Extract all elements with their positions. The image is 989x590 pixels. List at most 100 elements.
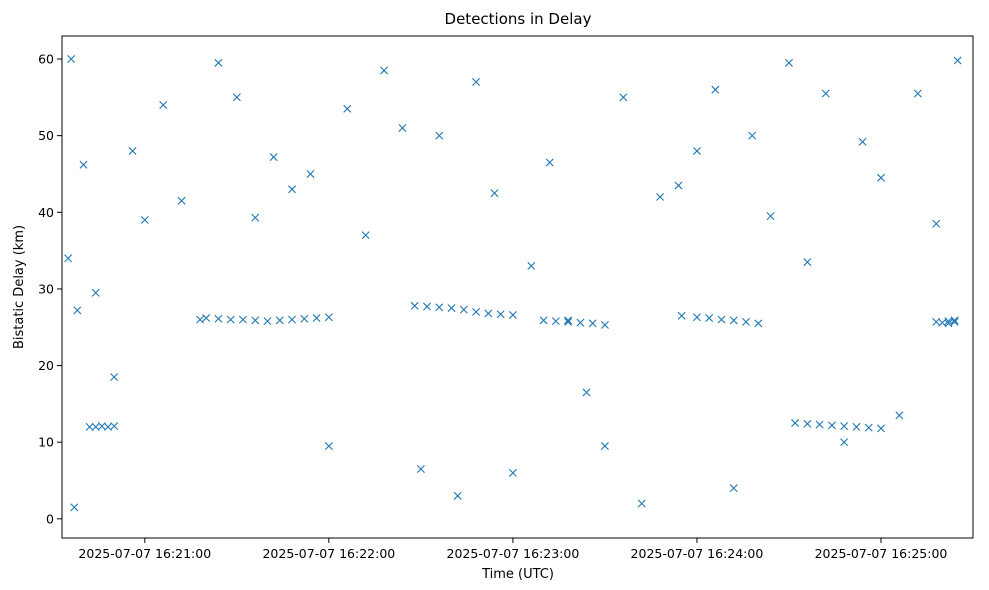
data-point	[64, 254, 73, 263]
data-point	[913, 89, 922, 98]
data-point	[938, 318, 947, 327]
data-point	[226, 315, 235, 324]
y-tick-label: 40	[38, 205, 54, 220]
data-point	[263, 317, 272, 326]
data-point	[717, 315, 726, 324]
data-point	[840, 422, 849, 431]
data-point	[435, 131, 444, 140]
data-point	[932, 219, 941, 228]
data-point	[748, 131, 757, 140]
y-axis-label: Bistatic Delay (km)	[12, 225, 27, 349]
data-point	[251, 213, 260, 222]
data-point	[576, 318, 585, 327]
data-point	[527, 261, 536, 270]
data-point	[564, 316, 573, 325]
data-point	[508, 310, 517, 319]
data-point	[238, 315, 247, 324]
data-point	[729, 316, 738, 325]
data-point	[435, 303, 444, 312]
x-axis: 2025-07-07 16:21:00 2025-07-07 16:22:00 20…	[78, 538, 947, 561]
data-point	[803, 419, 812, 428]
data-point	[459, 305, 468, 314]
data-point	[202, 314, 211, 323]
data-point	[300, 314, 309, 323]
data-point	[91, 288, 100, 297]
data-point	[637, 499, 646, 508]
data-point	[619, 93, 628, 102]
data-point	[858, 137, 867, 146]
x-tick-label: 2025-07-07 16:23:00	[447, 546, 580, 561]
y-axis: 0 10 20 30 40 50 60	[38, 51, 62, 526]
data-point	[953, 56, 962, 65]
data-point	[876, 424, 885, 433]
data-point	[312, 314, 321, 323]
data-point	[140, 215, 149, 224]
data-point	[73, 306, 82, 315]
data-point	[472, 77, 481, 86]
data-point	[288, 315, 297, 324]
data-point	[815, 420, 824, 429]
data-point	[472, 307, 481, 316]
data-point	[410, 301, 419, 310]
data-point	[214, 314, 223, 323]
x-tick-label: 2025-07-07 16:25:00	[815, 546, 948, 561]
data-point	[110, 422, 119, 431]
data-point	[588, 319, 597, 328]
chart-title: Detections in Delay	[445, 10, 592, 28]
data-point	[711, 85, 720, 94]
data-point	[564, 317, 573, 326]
data-point	[85, 422, 94, 431]
data-point	[821, 89, 830, 98]
data-point	[864, 423, 873, 432]
plot-area	[64, 55, 962, 512]
data-point	[232, 93, 241, 102]
data-point	[324, 442, 333, 451]
y-tick-label: 60	[38, 51, 54, 66]
y-tick-label: 10	[38, 435, 54, 450]
data-point	[484, 309, 493, 318]
data-point	[729, 484, 738, 493]
data-point	[582, 388, 591, 397]
data-point	[423, 302, 432, 311]
data-point	[876, 173, 885, 182]
data-point	[895, 411, 904, 420]
data-point	[656, 192, 665, 201]
data-point	[275, 316, 284, 325]
data-point	[67, 55, 76, 63]
data-point	[70, 503, 79, 512]
y-tick-label: 0	[46, 511, 54, 526]
data-point	[840, 438, 849, 447]
data-point	[361, 231, 370, 240]
data-point	[416, 465, 425, 474]
data-point	[950, 316, 959, 325]
data-point	[79, 160, 88, 169]
data-point	[677, 311, 686, 320]
data-point	[324, 313, 333, 322]
data-point	[742, 317, 751, 326]
data-point	[539, 316, 548, 325]
data-point	[269, 153, 278, 162]
data-point	[490, 189, 499, 198]
data-point	[852, 422, 861, 431]
x-tick-label: 2025-07-07 16:24:00	[631, 546, 764, 561]
data-point	[803, 258, 812, 267]
data-point	[754, 319, 763, 328]
y-tick-label: 20	[38, 358, 54, 373]
data-point	[496, 310, 505, 319]
axes-frame	[61, 35, 974, 539]
data-point	[453, 491, 462, 500]
data-point	[600, 320, 609, 329]
data-point	[692, 146, 701, 155]
y-tick-label: 30	[38, 281, 54, 296]
data-point	[545, 158, 554, 167]
data-point	[214, 58, 223, 67]
data-point	[705, 314, 714, 323]
data-point	[110, 373, 119, 382]
data-point	[398, 123, 407, 132]
data-point	[692, 313, 701, 322]
data-point	[343, 104, 352, 113]
data-point	[827, 421, 836, 430]
data-point	[766, 212, 775, 221]
data-point	[791, 419, 800, 428]
